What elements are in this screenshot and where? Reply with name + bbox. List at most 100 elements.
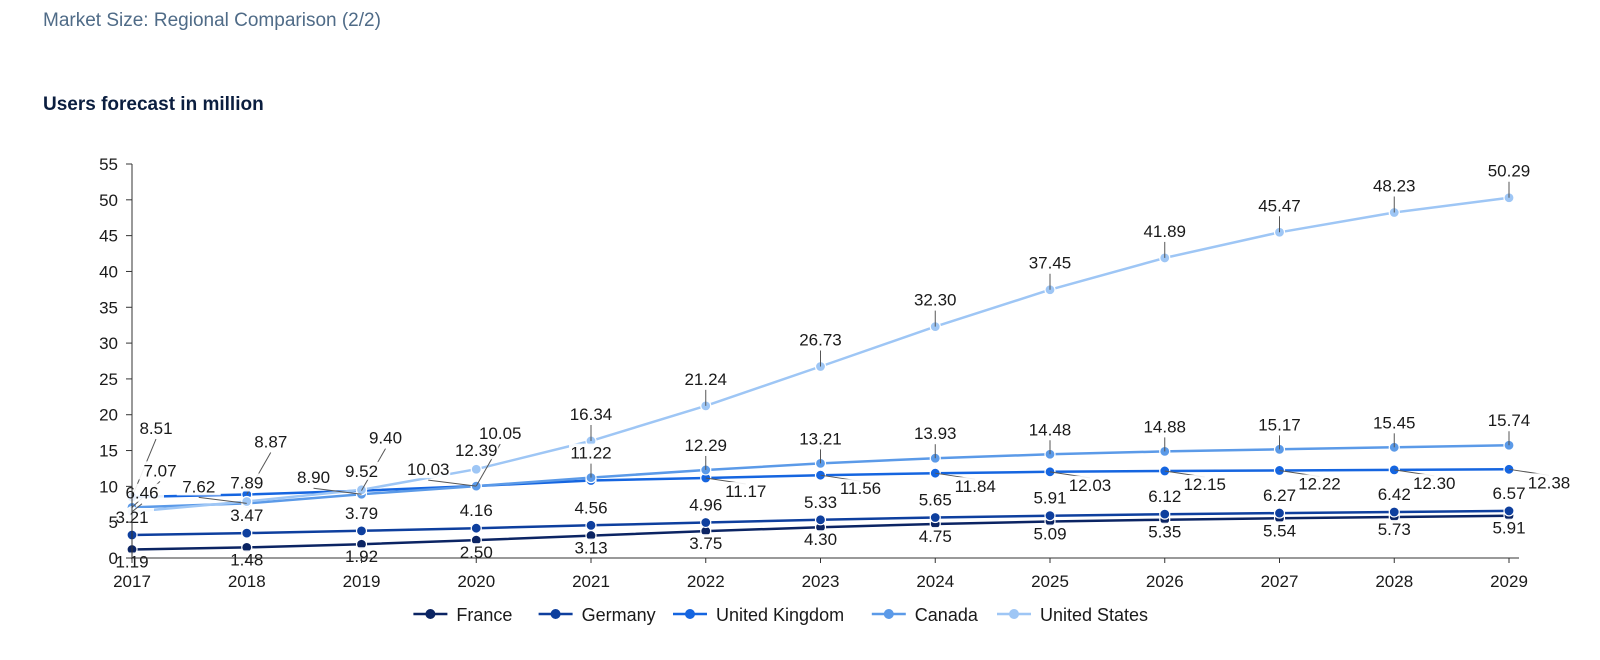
page-title: Market Size: Regional Comparison (2/2) — [43, 10, 381, 31]
data-label: 11.17 — [725, 482, 766, 501]
data-label: 12.39 — [455, 441, 498, 460]
label-background — [798, 492, 843, 511]
label-background — [913, 290, 958, 309]
data-label: 4.56 — [574, 498, 607, 517]
data-label: 9.40 — [369, 429, 402, 448]
label-background — [176, 477, 221, 496]
data-label: 5.91 — [1492, 519, 1525, 538]
x-tick-label: 2026 — [1146, 572, 1184, 591]
data-point — [241, 527, 253, 539]
data-label: 5.35 — [1148, 523, 1181, 542]
y-tick-label: 35 — [99, 298, 118, 317]
label-background — [1487, 518, 1531, 537]
data-point — [470, 463, 482, 475]
data-label: 4.96 — [689, 495, 722, 514]
data-label: 3.75 — [689, 534, 722, 553]
label-background — [1297, 474, 1342, 493]
data-label: 11.22 — [570, 444, 611, 463]
data-labels: 1.19 1.48 1.92 2.50 3.13 3.75 4.30 4.75 5.09 5.35… — [110, 161, 1571, 571]
x-tick-label: 2017 — [113, 572, 151, 591]
legend-marker — [883, 609, 894, 619]
data-label: 8.90 — [297, 468, 330, 487]
data-label: 32.30 — [914, 291, 957, 310]
label-background — [454, 441, 499, 460]
data-label: 14.88 — [1143, 417, 1186, 436]
legend-label: United Kingdom — [716, 605, 844, 625]
data-label: 41.89 — [1143, 222, 1186, 241]
label-background — [1028, 253, 1072, 272]
label-leader-line — [198, 496, 247, 504]
label-background — [363, 428, 408, 447]
label-background — [1372, 485, 1417, 504]
data-label: 45.47 — [1258, 196, 1301, 215]
data-label: 10.03 — [407, 460, 450, 479]
label-background — [134, 419, 178, 438]
label-background — [1372, 176, 1417, 195]
data-label: 10.05 — [479, 424, 522, 443]
label-background — [1142, 522, 1187, 541]
label-background — [1372, 519, 1417, 538]
x-tick-label: 2028 — [1375, 572, 1413, 591]
x-tick-label: 2029 — [1490, 572, 1528, 591]
x-tick-label: 2020 — [457, 572, 495, 591]
data-label: 12.38 — [1528, 473, 1571, 492]
data-point — [1503, 505, 1515, 517]
x-tick-label: 2022 — [687, 572, 725, 591]
y-tick-label: 50 — [99, 191, 118, 210]
data-point — [1044, 510, 1056, 522]
legend: France Germany United Kingdom Canada United … — [413, 605, 1148, 625]
data-label: 14.48 — [1029, 420, 1072, 439]
data-label: 26.73 — [799, 331, 842, 350]
data-label: 5.09 — [1033, 525, 1066, 544]
legend-label: France — [456, 605, 512, 625]
label-background — [339, 461, 384, 480]
data-point — [1388, 506, 1400, 518]
label-background — [120, 483, 164, 502]
data-label: 5.91 — [1033, 489, 1066, 508]
data-label: 21.24 — [684, 370, 727, 389]
data-label: 12.22 — [1298, 474, 1341, 493]
data-label: 7.07 — [143, 461, 176, 480]
data-label: 5.33 — [804, 493, 837, 512]
label-background — [683, 435, 728, 454]
x-tick-label: 2019 — [343, 572, 381, 591]
label-background — [838, 479, 883, 498]
label-background — [798, 530, 843, 549]
legend-marker — [1009, 609, 1019, 619]
data-point — [1159, 508, 1171, 520]
data-label: 5.73 — [1378, 520, 1411, 539]
data-label: 12.03 — [1069, 476, 1112, 495]
label-background — [454, 501, 499, 520]
label-background — [1412, 473, 1457, 492]
data-label: 12.29 — [684, 436, 727, 455]
label-background — [1028, 420, 1072, 439]
y-tick-label: 20 — [99, 406, 118, 425]
data-label: 8.87 — [254, 432, 287, 451]
data-label: 3.47 — [230, 506, 263, 525]
label-background — [339, 503, 384, 522]
label-background — [454, 543, 499, 562]
data-label: 50.29 — [1488, 162, 1531, 181]
data-label: 6.57 — [1492, 484, 1525, 503]
y-tick-label: 55 — [99, 155, 118, 174]
label-background — [1142, 487, 1187, 506]
legend-marker — [685, 609, 695, 619]
y-tick-label: 5 — [109, 513, 118, 532]
data-label: 4.30 — [804, 530, 837, 549]
legend-marker — [425, 609, 436, 619]
legend-label: Canada — [915, 605, 979, 625]
data-point — [700, 516, 712, 529]
data-label: 3.79 — [345, 504, 378, 523]
x-tick-label: 2023 — [802, 572, 840, 591]
label-background — [723, 481, 768, 500]
label-background — [1372, 413, 1417, 432]
data-label: 15.17 — [1258, 415, 1301, 434]
x-tick-label: 2024 — [916, 572, 954, 591]
y-tick-label: 15 — [99, 442, 118, 461]
data-point — [814, 514, 827, 526]
label-background — [1257, 486, 1302, 505]
label-background — [1142, 417, 1187, 436]
data-label: 37.45 — [1029, 254, 1072, 273]
